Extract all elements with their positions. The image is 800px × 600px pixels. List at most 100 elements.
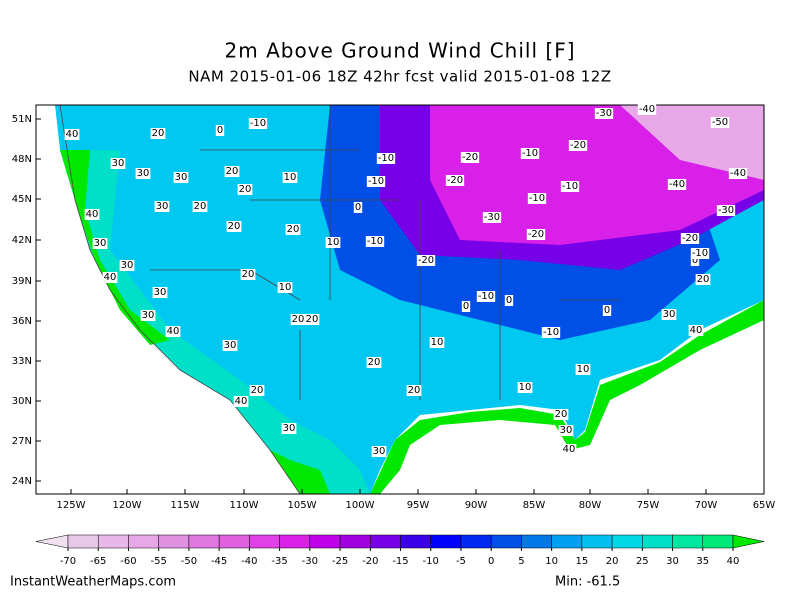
contour-label: 40	[690, 325, 703, 336]
contour-label: -20	[447, 175, 463, 186]
contour-label-box	[233, 396, 249, 407]
colorbar-box	[67, 534, 99, 549]
contour-label-box	[371, 446, 387, 457]
contour-label: 30	[142, 310, 155, 321]
lat-label: 36N	[12, 316, 32, 327]
contour-label: 20	[239, 184, 252, 195]
contour-label-box	[594, 108, 614, 119]
colorbar-box	[188, 534, 220, 549]
contour-label-box	[110, 158, 126, 169]
colorbar-box	[339, 534, 371, 549]
contour-label-box	[119, 260, 135, 271]
colorbar-box	[370, 534, 401, 549]
contour-label-box	[667, 179, 687, 190]
lon-label: 90W	[465, 500, 488, 511]
contour-label: 40	[104, 272, 117, 283]
colorbar-label: 20	[606, 556, 619, 567]
lon-label: 75W	[637, 500, 660, 511]
contour-label-box	[282, 172, 298, 183]
colorbar-box	[642, 534, 673, 549]
contour-label: 20	[408, 385, 421, 396]
lon-label: 115W	[171, 500, 200, 511]
contour-label: -10	[378, 153, 394, 164]
map	[35, 104, 765, 495]
contour-label: 20	[242, 269, 255, 280]
colorbar-high	[732, 534, 765, 549]
contour-label-box	[429, 337, 445, 348]
footer-min: Min: -61.5	[555, 575, 620, 590]
contour-label-box	[140, 310, 156, 321]
warm-field	[60, 150, 370, 494]
contour-label: 40	[86, 209, 99, 220]
contour-label: 30	[373, 446, 386, 457]
lat-label: 30N	[12, 396, 32, 407]
lat-label: 42N	[12, 235, 32, 246]
contour-label: 10	[284, 172, 297, 183]
lon-label: 65W	[753, 500, 776, 511]
contour-label-box	[325, 237, 341, 248]
contour-label-box	[366, 357, 382, 368]
contour-label-box	[553, 409, 569, 420]
colorbar-box	[309, 534, 341, 549]
contour-label: 30	[283, 423, 296, 434]
lat-label: 45N	[12, 194, 32, 205]
contour-label: 10	[431, 337, 444, 348]
contour-label-box	[482, 212, 502, 223]
contour-label-box	[560, 181, 580, 192]
colorbar-label: -40	[241, 556, 257, 567]
contour-label-box	[237, 184, 253, 195]
lon-label: 125W	[57, 500, 86, 511]
contour-label-box	[365, 236, 385, 247]
contour-label-box	[376, 153, 396, 164]
contour-label: -10	[522, 148, 538, 159]
contour-label: -20	[528, 229, 544, 240]
contour-label: -20	[570, 140, 586, 151]
contour-label: 20	[194, 201, 207, 212]
contour-label-box	[690, 248, 710, 259]
contour-label-box	[561, 444, 577, 455]
colorbar-box	[551, 534, 583, 549]
contour-label: -10	[478, 291, 494, 302]
contour-label-box	[366, 176, 386, 187]
contour-label: 20	[368, 357, 381, 368]
contour-label: 10	[279, 282, 292, 293]
contour-label-box	[102, 272, 118, 283]
contour-label-box	[192, 201, 208, 212]
lon-label: 105W	[288, 500, 317, 511]
contour-label: 30	[156, 201, 169, 212]
contour-label-box	[215, 125, 225, 136]
contour-label-box	[637, 104, 657, 115]
contour-label-box	[277, 282, 293, 293]
contour-label-box	[460, 152, 480, 163]
contour-label: 0	[463, 301, 469, 312]
contour-label: 20	[287, 224, 300, 235]
colorbar-box	[97, 534, 129, 549]
contour-label: -30	[596, 108, 612, 119]
colorbar-label: -15	[392, 556, 408, 567]
contour-label: 30	[112, 158, 125, 169]
colorbar-label: -50	[181, 556, 197, 567]
contour-label: 30	[154, 287, 167, 298]
contour-label-box	[527, 193, 547, 204]
contour-label-box	[165, 326, 181, 337]
lon-label: 95W	[407, 500, 430, 511]
lat-label: 51N	[12, 114, 32, 125]
contour-label-box	[416, 255, 436, 266]
contour-label: 30	[137, 168, 150, 179]
contour-label: 30	[663, 309, 676, 320]
contour-label-box	[154, 201, 170, 212]
contour-label: 0	[355, 202, 361, 213]
contour-label-box	[290, 314, 306, 325]
contour-label: 30	[224, 340, 237, 351]
contour-label: -10	[562, 181, 578, 192]
contour-label-box	[240, 269, 256, 280]
colorbar-box	[400, 534, 431, 549]
contour-label-box	[304, 314, 320, 325]
colorbar-box	[218, 534, 250, 549]
colorbar-box	[521, 534, 552, 549]
colorbar-box	[249, 534, 280, 549]
contour-label-box	[249, 385, 265, 396]
lat-label: 27N	[12, 436, 32, 447]
